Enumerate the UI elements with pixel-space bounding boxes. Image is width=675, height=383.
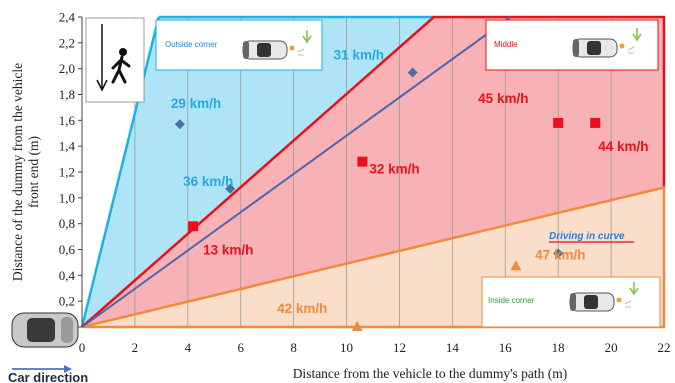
x-tick-label: 6 [237,340,244,355]
middle-boundary-line [81,15,666,328]
outside-corner-box-label: Outside corner [165,40,218,49]
origin-car-icon [11,312,79,348]
x-tick-label: 16 [499,340,513,355]
motion-lines-icon [624,300,632,308]
middle-box: Middle [485,19,659,71]
x-tick-label: 8 [290,340,297,355]
data-label: 42 km/h [277,301,327,316]
data-label: 36 km/h [183,174,233,189]
trend-line [81,16,512,328]
outside-corner-box: Outside corner [155,19,323,71]
car-icon [569,282,639,312]
car-window [257,43,271,57]
car-rear [573,39,579,57]
triangle-marker [510,260,522,271]
x-tick-label: 18 [552,340,565,355]
diamond-marker [174,119,185,130]
y-axis-label-line-1: Distance of the dummy from the vehicle [10,63,25,281]
x-axis-label: Distance from the vehicle to the dummy's… [293,366,568,381]
inside-corner-box: Inside corner [481,276,661,328]
square-marker [357,156,368,167]
car-hood [61,317,73,343]
triangle-marker [351,321,363,331]
arrow-down-icon [632,28,642,42]
x-tick-label: 20 [605,340,618,355]
x-tick-label: 12 [393,340,406,355]
arrow-down-icon [629,282,639,296]
car-cabin [27,318,55,342]
data-label: 32 km/h [369,162,419,177]
pedestrian-dot [616,297,622,303]
x-tick-label: 0 [79,340,86,355]
outside-corner-box-frame [155,19,323,71]
inside-boundary-line [81,185,666,329]
y-tick-label: 0,2 [59,294,75,309]
car-direction-label: Car direction [8,370,88,383]
x-tick-label: 14 [446,340,460,355]
y-tick-label: 0,6 [59,242,76,257]
car-window [584,295,598,309]
y-tick-label: 1,8 [59,87,75,102]
curve-label: Driving in curve [549,231,625,242]
car-icon [242,30,312,60]
pedestrian-box [85,17,145,103]
middle-region [82,17,664,327]
y-tick-label: 1,6 [59,113,76,128]
outside-boundary-line [80,16,160,328]
square-marker [553,117,564,128]
car-icon [572,28,642,58]
pedestrian-head [119,48,127,56]
x-tick-label: 10 [340,340,353,355]
pedestrian-body [111,55,131,84]
arrow-down-icon [302,30,312,44]
data-label: 31 km/h [334,48,384,63]
inside-corner-box-label: Inside corner [488,296,535,305]
pedestrian-dot [289,45,295,51]
pedestrian-dot [619,43,625,49]
middle-box-label: Middle [494,40,518,49]
data-label: 29 km/h [171,96,221,111]
y-axis-label: Distance of the dummy from the vehicle fr… [10,63,41,281]
diamond-marker [553,248,564,259]
car-rear [243,41,249,59]
x-tick-label: 2 [132,340,139,355]
car-window [587,41,601,55]
arrow-right-icon [64,365,72,373]
data-label: 44 km/h [598,139,648,154]
motion-lines-icon [297,48,305,56]
y-tick-label: 2,4 [59,10,76,25]
square-marker [590,117,601,128]
y-tick-label: 0,8 [59,216,75,231]
y-tick-label: 2,0 [59,61,75,76]
diamond-marker [225,183,236,194]
y-tick-label: 1,0 [59,190,75,205]
y-tick-label: 1,4 [59,139,76,154]
y-tick-label: 0,4 [59,268,76,283]
data-label: 47 km/h [535,247,585,262]
diamond-marker [407,67,418,78]
y-tick-label: 2,2 [59,35,75,50]
motion-lines-icon [627,46,635,54]
x-tick-label: 4 [185,340,192,355]
x-tick-label: 22 [658,340,671,355]
arrow-down-icon [96,24,108,92]
data-label: 13 km/h [203,242,253,257]
y-axis-label-line-2: front end (m) [26,136,41,208]
square-marker [188,221,199,232]
car-rear [570,293,576,311]
data-label: 45 km/h [478,91,528,106]
pedestrian-icon [111,48,131,84]
middle-box-frame [485,19,659,71]
y-tick-label: 1,2 [59,165,75,180]
pedestrian-box-frame [85,17,145,103]
